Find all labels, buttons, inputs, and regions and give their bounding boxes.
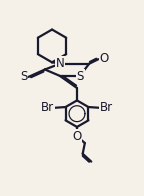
Text: Br: Br: [100, 101, 113, 114]
Text: S: S: [77, 70, 84, 83]
Text: N: N: [55, 57, 64, 70]
Text: Br: Br: [41, 101, 54, 114]
Text: O: O: [100, 52, 109, 65]
Text: S: S: [20, 70, 28, 83]
Text: O: O: [72, 130, 82, 143]
